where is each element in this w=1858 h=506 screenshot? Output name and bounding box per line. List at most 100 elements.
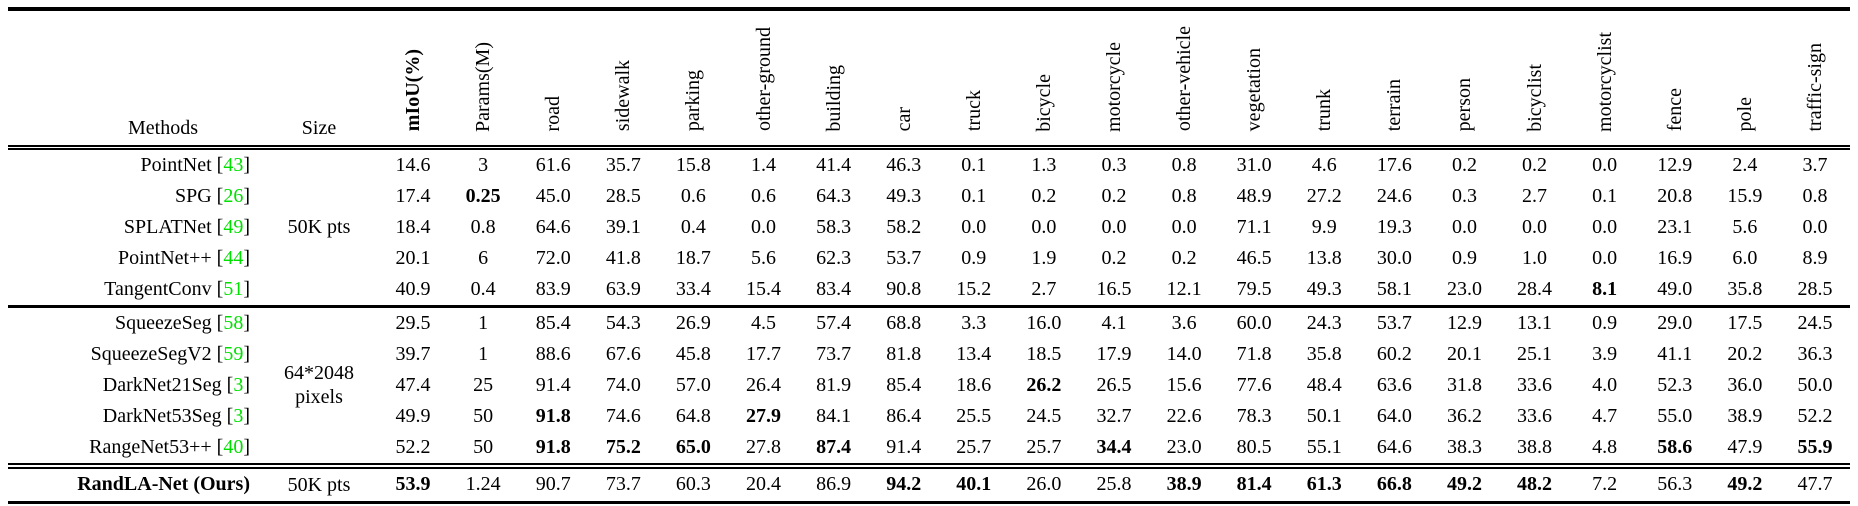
- column-header-vegetation: vegetation: [1219, 9, 1289, 147]
- table-row: PointNet [43] 50K pts 14.6 3 61.6 35.7 15.8 1.4…: [8, 147, 1850, 239]
- value-cell: 64.8: [675, 404, 711, 427]
- value-cell: 0.0: [1101, 215, 1127, 238]
- table-row: RandLA-Net (Ours) 50K pts 53.9 1.24 90.7 73.7…: [8, 466, 1850, 503]
- value-cell: 33.4: [675, 277, 711, 300]
- table-row: SPG [26] 17.4 0.25 45.0 28.5 0.6 0.6 64.3 49.3 0.…: [8, 181, 1850, 212]
- value-cell: 17.5: [1727, 311, 1763, 334]
- value-cell: 56.3: [1657, 473, 1693, 495]
- value-cell: 1.0: [1522, 246, 1548, 269]
- value-cell: 38.8: [1517, 435, 1553, 458]
- value-cell: 91.8: [535, 435, 571, 458]
- value-cell: 58.6: [1657, 435, 1693, 458]
- value-cell: 63.6: [1376, 373, 1412, 396]
- value-cell: 15.4: [746, 277, 782, 300]
- value-cell: 85.4: [535, 311, 571, 334]
- value-cell: 15.9: [1727, 184, 1763, 207]
- value-cell: 2.7: [1522, 184, 1548, 207]
- column-header-bicycle: bicycle: [1009, 9, 1079, 147]
- rotated-column-label: terrain: [1383, 79, 1406, 132]
- value-cell: 1.24: [465, 473, 501, 495]
- benchmark-table: Methods Size mIoU(%) Params(M) road sidewal…: [8, 7, 1850, 504]
- value-cell: 50.1: [1306, 404, 1342, 427]
- method-cell: DarkNet21Seg [3]: [102, 373, 250, 396]
- value-cell: 0.0: [1802, 215, 1828, 238]
- value-cell: 0.9: [1451, 246, 1477, 269]
- value-cell: 15.6: [1166, 373, 1202, 396]
- citation-link[interactable]: 40: [223, 435, 244, 458]
- rotated-column-label: motorcyclist: [1593, 31, 1616, 132]
- value-cell: 15.8: [675, 153, 711, 176]
- value-cell: 47.4: [395, 373, 431, 396]
- method-group-3: RandLA-Net (Ours) 50K pts 53.9 1.24 90.7 73.7…: [8, 465, 1850, 503]
- column-header-size: Size: [301, 116, 337, 139]
- value-cell: 35.7: [605, 153, 641, 176]
- citation-link[interactable]: 43: [223, 153, 244, 176]
- value-cell: 18.5: [1026, 342, 1062, 365]
- method-cell: SqueezeSegV2 [59]: [90, 342, 250, 365]
- rotated-column-label: fence: [1663, 88, 1686, 132]
- value-cell: 6: [478, 246, 489, 269]
- rotated-column-label: Params(M): [472, 41, 495, 132]
- value-cell: 45.0: [535, 184, 571, 207]
- citation-link[interactable]: 49: [223, 215, 244, 238]
- value-cell: 23.0: [1166, 435, 1202, 458]
- value-cell: 26.9: [675, 311, 711, 334]
- citation-link[interactable]: 51: [223, 277, 244, 300]
- value-cell: 0.4: [680, 215, 706, 238]
- citation-link[interactable]: 26: [223, 184, 244, 207]
- value-cell: 67.6: [605, 342, 641, 365]
- table-row: DarkNet53Seg [3] 49.9 50 91.8 74.6 64.8 27.9 84…: [8, 401, 1850, 432]
- value-cell: 81.9: [816, 373, 852, 396]
- value-cell: 34.4: [1096, 435, 1132, 458]
- value-cell: 47.7: [1797, 473, 1833, 495]
- value-cell: 4.7: [1592, 404, 1618, 427]
- rotated-column-label: truck: [962, 90, 985, 132]
- value-cell: 24.5: [1797, 311, 1833, 334]
- value-cell: 3.7: [1802, 153, 1828, 176]
- value-cell: 18.4: [395, 215, 431, 238]
- value-cell: 29.0: [1657, 311, 1693, 334]
- value-cell: 74.6: [605, 404, 641, 427]
- value-cell: 64.6: [1376, 435, 1412, 458]
- value-cell: 53.9: [395, 473, 431, 495]
- value-cell: 39.1: [605, 215, 641, 238]
- rotated-column-label: person: [1453, 78, 1476, 132]
- method-cell: RangeNet53++ [40]: [89, 435, 250, 458]
- value-cell: 0.0: [1592, 246, 1618, 269]
- value-cell: 66.8: [1376, 473, 1412, 495]
- value-cell: 86.9: [816, 473, 852, 495]
- citation-link[interactable]: 3: [233, 373, 244, 396]
- citation-link[interactable]: 3: [233, 404, 244, 427]
- value-cell: 94.2: [886, 473, 922, 495]
- value-cell: 12.9: [1446, 311, 1482, 334]
- value-cell: 36.2: [1446, 404, 1482, 427]
- size-cell: 64*2048 pixels: [284, 362, 354, 408]
- citation-link[interactable]: 59: [223, 342, 244, 365]
- value-cell: 48.2: [1517, 473, 1553, 495]
- rotated-column-label: bicycle: [1032, 73, 1055, 132]
- value-cell: 4.1: [1101, 311, 1127, 334]
- citation-link[interactable]: 58: [223, 311, 244, 334]
- value-cell: 35.8: [1727, 277, 1763, 300]
- method-cell: PointNet++ [44]: [117, 246, 250, 269]
- value-cell: 0.2: [1451, 153, 1477, 176]
- value-cell: 45.8: [675, 342, 711, 365]
- value-cell: 81.8: [886, 342, 922, 365]
- value-cell: 31.8: [1446, 373, 1482, 396]
- column-header-truck: truck: [939, 9, 1009, 147]
- value-cell: 0.2: [1031, 184, 1057, 207]
- value-cell: 30.0: [1376, 246, 1412, 269]
- value-cell: 12.1: [1166, 277, 1202, 300]
- value-cell: 16.0: [1026, 311, 1062, 334]
- value-cell: 52.2: [1797, 404, 1833, 427]
- column-header-parking: parking: [658, 9, 728, 147]
- value-cell: 8.9: [1802, 246, 1828, 269]
- value-cell: 55.1: [1306, 435, 1342, 458]
- value-cell: 27.8: [746, 435, 782, 458]
- value-cell: 88.6: [535, 342, 571, 365]
- column-header-person: person: [1429, 9, 1499, 147]
- value-cell: 50.0: [1797, 373, 1833, 396]
- citation-link[interactable]: 44: [223, 246, 244, 269]
- value-cell: 40.9: [395, 277, 431, 300]
- value-cell: 91.4: [535, 373, 571, 396]
